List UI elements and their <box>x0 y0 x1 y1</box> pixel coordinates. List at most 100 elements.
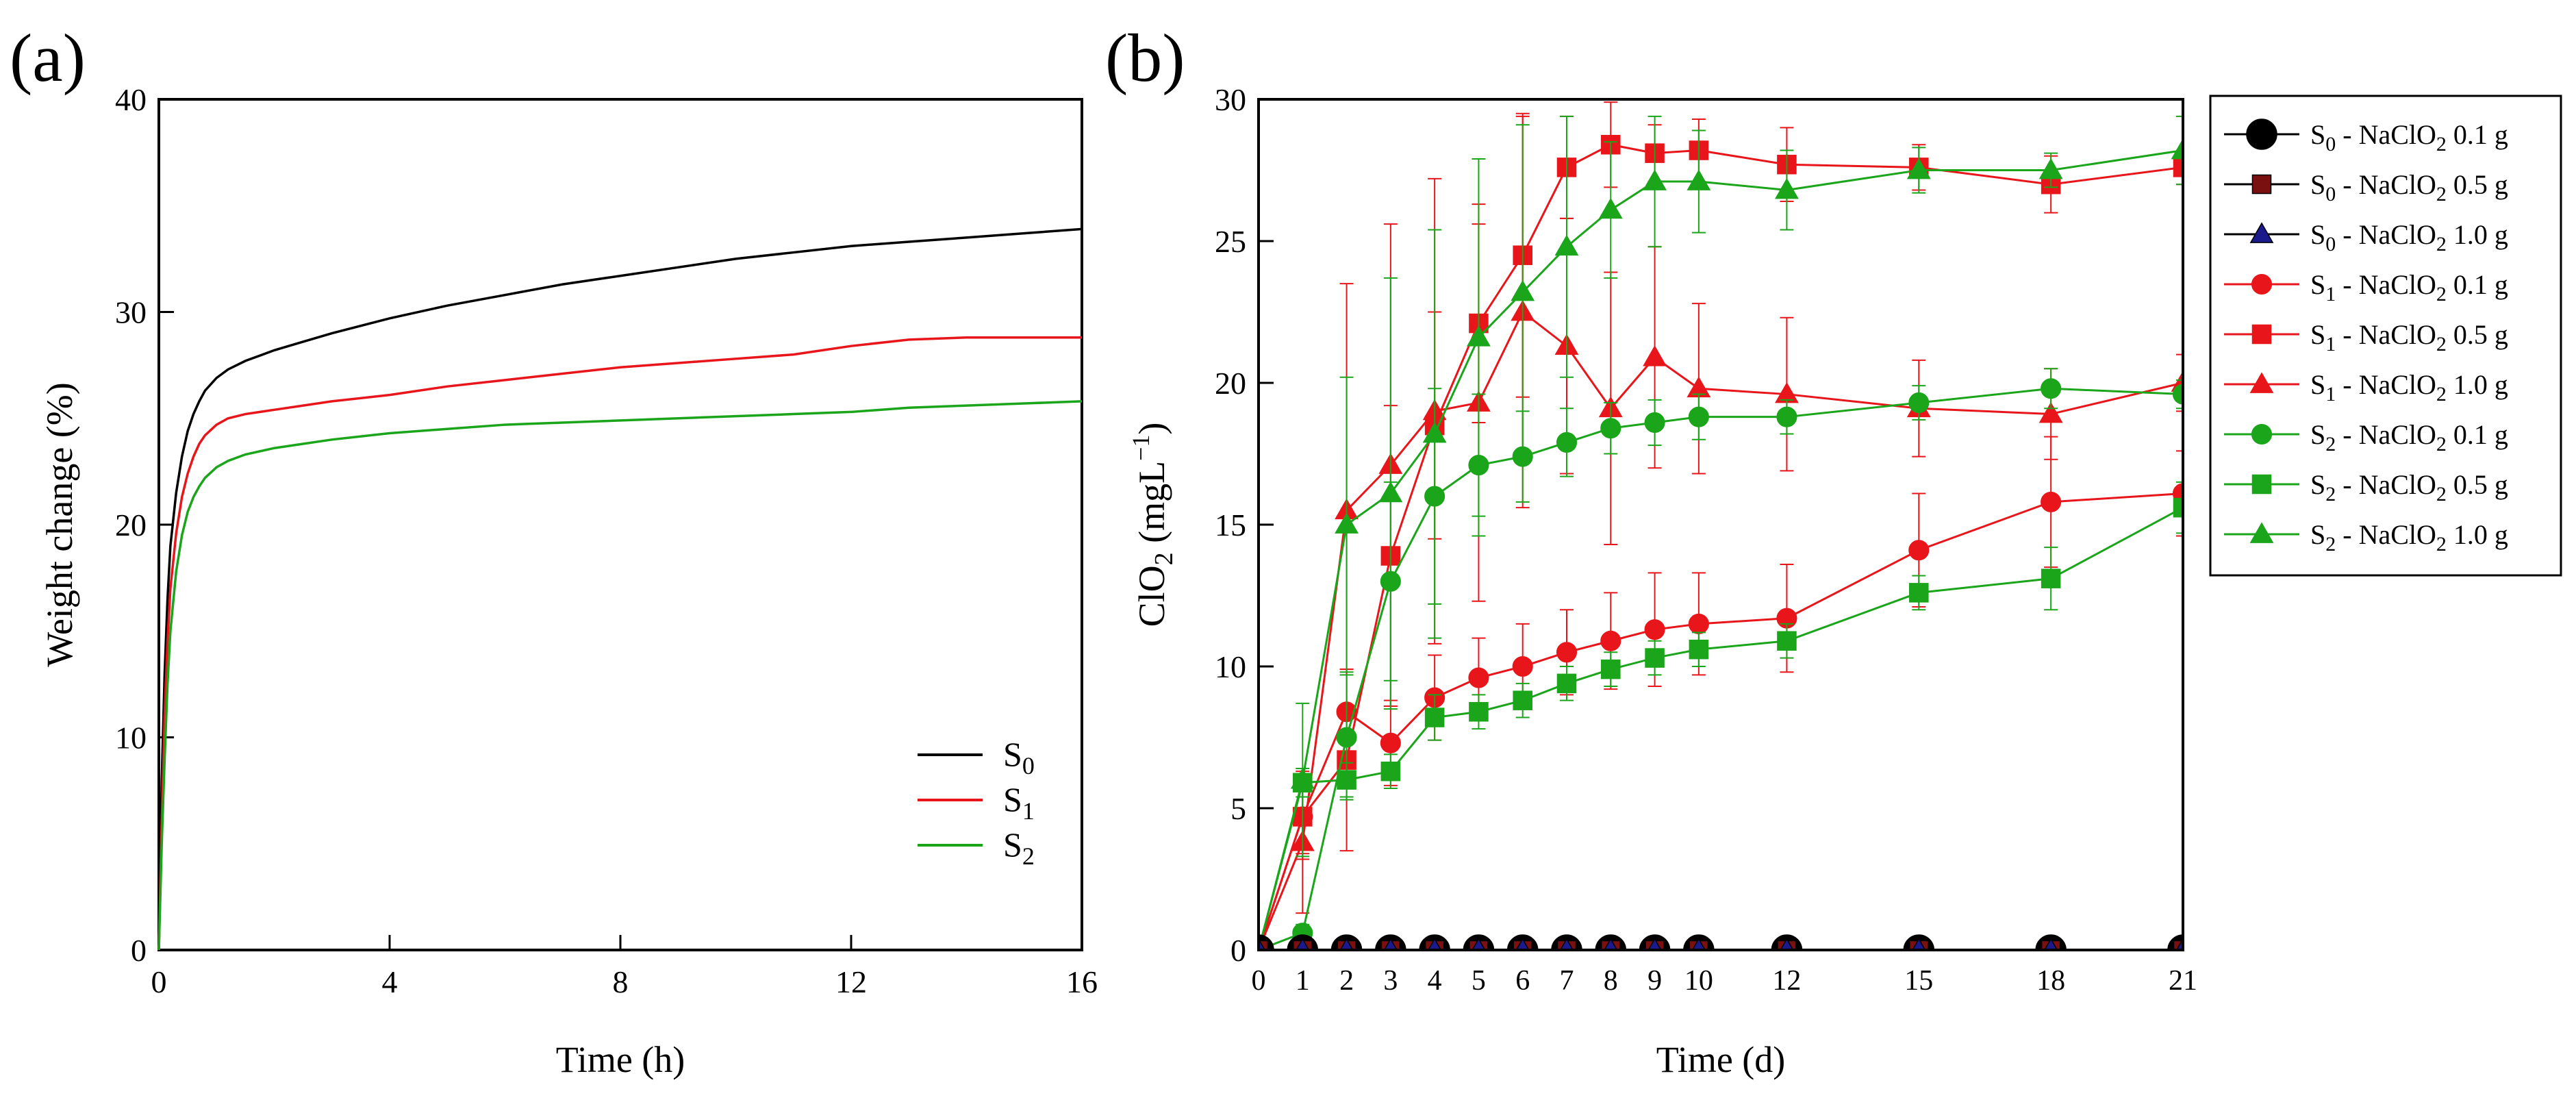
data-point <box>1643 169 1667 190</box>
y-axis-label-b: ClO2 (mgL−1) <box>1127 423 1178 627</box>
data-point <box>1380 761 1401 782</box>
x-tick-label-b: 18 <box>2036 965 2065 997</box>
legend-swatch-marker-b <box>2251 324 2272 345</box>
data-point <box>1908 392 1930 414</box>
legend-label-base: S <box>2310 319 2325 350</box>
y-tick-label-b: 30 <box>1215 82 1246 117</box>
legend-label-sub2: 2 <box>2436 233 2447 255</box>
data-point <box>1908 540 1930 561</box>
data-point <box>1645 648 1665 668</box>
data-point <box>2038 401 2063 423</box>
data-point <box>1554 234 1579 256</box>
legend-label-base: S <box>2310 419 2325 450</box>
data-point <box>1378 481 1403 503</box>
legend-label-mid: - NaClO <box>2336 169 2436 200</box>
data-point <box>2175 938 2183 950</box>
legend-label-a-S2: S2 <box>1003 825 1035 870</box>
y-tick-label-b: 25 <box>1215 224 1246 259</box>
data-point <box>1688 613 1709 634</box>
data-point <box>1912 938 1926 950</box>
x-tick-label-b: 7 <box>1560 965 1574 997</box>
legend-label-b: S0 - NaClO2 1.0 g <box>2310 219 2508 255</box>
data-point <box>1643 345 1667 366</box>
x-tick-label-b: 3 <box>1383 965 1398 997</box>
data-point <box>1776 406 1797 427</box>
series-group-b-8 <box>1259 115 2183 950</box>
data-point <box>1290 767 1315 789</box>
y-axis-label-a: Weight change (%) <box>39 382 80 666</box>
legend-label-b: S0 - NaClO2 0.5 g <box>2310 169 2508 205</box>
legend-label-sub2: 2 <box>2436 483 2447 505</box>
legend-label-base: S <box>2310 219 2325 250</box>
data-point <box>1600 418 1621 439</box>
x-tick-label-b: 0 <box>1252 965 1266 997</box>
legend-label-sub2: 2 <box>2436 133 2447 155</box>
data-point <box>1601 659 1621 679</box>
data-point <box>1336 727 1357 748</box>
data-point <box>1469 701 1489 722</box>
legend-label-mid: - NaClO <box>2336 319 2436 350</box>
data-point <box>1556 642 1578 663</box>
legend-label-mid: - NaClO <box>2336 419 2436 450</box>
x-tick-label-b: 2 <box>1339 965 1354 997</box>
legend-label-tail: 0.5 g <box>2447 169 2508 200</box>
y-label-close: ) <box>1131 423 1172 435</box>
legend-label-sub: 1 <box>1022 797 1035 825</box>
legend-label-sub: 1 <box>2325 383 2336 405</box>
data-point <box>1259 938 1266 950</box>
data-point <box>2038 158 2063 179</box>
data-point <box>1383 938 1398 950</box>
y-label-sup: −1 <box>1127 435 1154 461</box>
legend-label-base: S <box>2310 519 2325 550</box>
data-point <box>1691 938 1706 950</box>
y-label-unit: (mgL <box>1131 461 1172 552</box>
data-point <box>2041 568 2061 588</box>
legend-label-b: S1 - NaClO2 1.0 g <box>2310 369 2508 405</box>
legend-swatch-marker-b <box>2249 522 2274 543</box>
legend-label-tail: 0.5 g <box>2447 469 2508 500</box>
legend-label-b: S2 - NaClO2 0.5 g <box>2310 469 2508 505</box>
y-label-base: ClO <box>1131 565 1172 627</box>
y-tick-label-a: 40 <box>115 82 147 117</box>
data-point <box>1909 583 1929 603</box>
y-tick-label-b: 15 <box>1215 508 1246 542</box>
data-point <box>1515 938 1530 950</box>
legend-label-mid: - NaClO <box>2336 369 2436 400</box>
legend-label-a-S1: S1 <box>1003 780 1035 825</box>
data-point <box>1689 639 1709 660</box>
legend-label-base: S <box>1003 825 1022 864</box>
legend-label-sub: 2 <box>2325 433 2336 455</box>
x-tick-label-a: 0 <box>151 964 167 999</box>
x-axis-label-a: Time (h) <box>556 1039 685 1080</box>
data-point <box>1780 938 1794 950</box>
data-point <box>1556 432 1578 453</box>
legend-label-sub: 2 <box>1022 842 1035 870</box>
y-tick-label-a: 0 <box>131 933 147 968</box>
data-point <box>2041 378 2062 399</box>
legend-label-base: S <box>2310 169 2325 200</box>
legend-label-base: S <box>2310 469 2325 500</box>
x-tick-label-b: 6 <box>1515 965 1530 997</box>
legend-label-mid: - NaClO <box>2336 119 2436 150</box>
data-point <box>1513 690 1532 710</box>
legend-label-sub: 0 <box>2325 133 2336 155</box>
legend-label-tail: 1.0 g <box>2447 219 2508 250</box>
x-tick-label-b: 21 <box>2169 965 2197 997</box>
data-point <box>1512 655 1533 677</box>
legend-label-a-S0: S0 <box>1003 735 1035 779</box>
legend-label-base: S <box>1003 735 1022 773</box>
x-tick-label-b: 8 <box>1604 965 1618 997</box>
data-point <box>1644 619 1665 640</box>
legend-label-sub: 0 <box>2325 183 2336 205</box>
legend-label-sub: 2 <box>2325 533 2336 555</box>
legend-label-sub2: 2 <box>2436 333 2447 355</box>
legend-swatch-marker-b <box>2251 474 2272 495</box>
y-tick-label-b: 10 <box>1215 649 1246 684</box>
data-point <box>1600 630 1621 651</box>
data-point <box>1644 412 1665 434</box>
legend-label-tail: 1.0 g <box>2447 369 2508 400</box>
series-group-b-5 <box>1259 115 2183 950</box>
legend-label-tail: 1.0 g <box>2447 519 2508 550</box>
